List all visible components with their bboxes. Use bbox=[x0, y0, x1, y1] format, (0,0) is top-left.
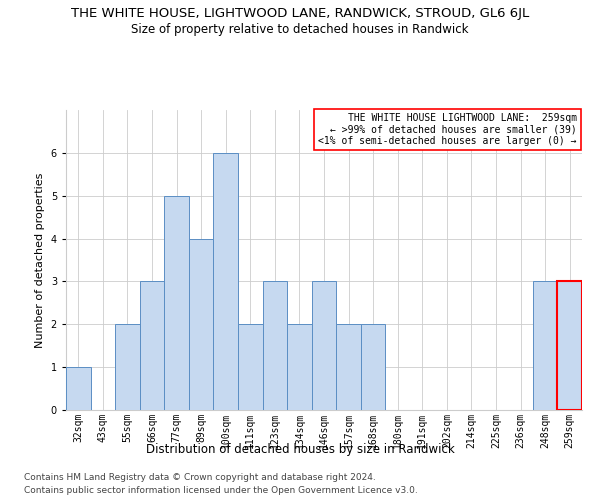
Bar bbox=[533, 282, 557, 410]
Bar bbox=[238, 324, 263, 410]
Text: Size of property relative to detached houses in Randwick: Size of property relative to detached ho… bbox=[131, 22, 469, 36]
Bar bbox=[115, 324, 140, 410]
Y-axis label: Number of detached properties: Number of detached properties bbox=[35, 172, 45, 348]
Bar bbox=[214, 153, 238, 410]
Text: Contains public sector information licensed under the Open Government Licence v3: Contains public sector information licen… bbox=[24, 486, 418, 495]
Bar bbox=[164, 196, 189, 410]
Bar bbox=[66, 367, 91, 410]
Bar bbox=[361, 324, 385, 410]
Bar bbox=[287, 324, 312, 410]
Text: THE WHITE HOUSE LIGHTWOOD LANE:  259sqm
← >99% of detached houses are smaller (3: THE WHITE HOUSE LIGHTWOOD LANE: 259sqm ←… bbox=[319, 113, 577, 146]
Bar bbox=[557, 282, 582, 410]
Text: Contains HM Land Registry data © Crown copyright and database right 2024.: Contains HM Land Registry data © Crown c… bbox=[24, 472, 376, 482]
Bar bbox=[336, 324, 361, 410]
Bar bbox=[263, 282, 287, 410]
Bar bbox=[140, 282, 164, 410]
Bar bbox=[312, 282, 336, 410]
Bar bbox=[189, 238, 214, 410]
Text: Distribution of detached houses by size in Randwick: Distribution of detached houses by size … bbox=[146, 442, 454, 456]
Text: THE WHITE HOUSE, LIGHTWOOD LANE, RANDWICK, STROUD, GL6 6JL: THE WHITE HOUSE, LIGHTWOOD LANE, RANDWIC… bbox=[71, 8, 529, 20]
